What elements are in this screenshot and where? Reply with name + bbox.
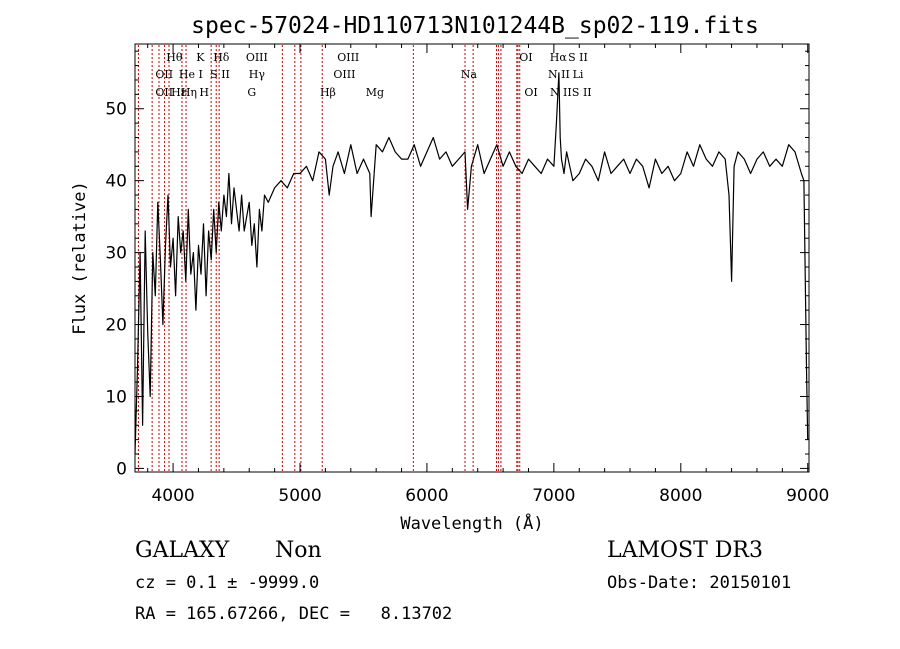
line-label-25: S II	[572, 86, 592, 99]
line-label-5: OI	[519, 51, 532, 64]
line-label-9: He I	[179, 68, 203, 81]
line-label-6: Hα	[550, 51, 568, 64]
x-tick-label-2: 6000	[405, 486, 448, 506]
line-label-10: S II	[210, 68, 230, 81]
x-tick-label-0: 4000	[151, 486, 194, 506]
line-label-0: Hθ	[166, 51, 183, 64]
line-label-18: Hη	[181, 86, 197, 99]
plot-frame	[134, 43, 810, 473]
line-label-1: K	[196, 51, 205, 64]
chart-title: spec-57024-HD110713N101244B_sp02-119.fit…	[191, 13, 759, 39]
line-label-13: Na	[461, 68, 478, 81]
line-label-4: OIII	[337, 51, 359, 64]
y-tick-label-5: 50	[105, 100, 127, 120]
line-label-19: H	[199, 86, 209, 99]
line-label-11: Hγ	[249, 68, 266, 81]
line-label-14: N II	[548, 68, 570, 81]
x-tick-label-3: 7000	[532, 486, 575, 506]
x-axis-label: Wavelength (Å)	[400, 512, 543, 534]
object-subclass: Non	[275, 538, 322, 563]
line-label-24: N II	[550, 86, 572, 99]
line-label-20: G	[247, 86, 256, 99]
y-axis-label: Flux (relative)	[70, 181, 90, 335]
y-tick-label-0: 0	[116, 459, 127, 479]
coordinates-text: RA = 165.67266, DEC = 8.13702	[135, 604, 453, 624]
line-label-21: Hβ	[320, 86, 336, 99]
x-tick-label-5: 9000	[786, 486, 829, 506]
line-label-8: OII	[155, 68, 173, 81]
line-label-17: Hε	[171, 86, 187, 99]
y-tick-label-3: 30	[105, 244, 127, 264]
obs-date: Obs-Date: 20150101	[607, 573, 792, 593]
x-tick-label-4: 8000	[659, 486, 702, 506]
x-tick-label-1: 5000	[278, 486, 321, 506]
line-label-12: OIII	[333, 68, 355, 81]
line-label-22: Mg	[366, 86, 384, 99]
line-label-2: Hδ	[213, 51, 230, 64]
survey-name: LAMOST DR3	[607, 538, 763, 563]
flux-series-line	[134, 72, 809, 455]
y-tick-label-1: 10	[105, 387, 127, 407]
line-label-7: S II	[568, 51, 588, 64]
y-tick-label-4: 40	[105, 172, 127, 192]
redshift-text: cz = 0.1 ± -9999.0	[135, 573, 320, 593]
object-class: GALAXY	[135, 538, 230, 563]
line-label-15: Li	[573, 68, 584, 81]
line-label-23: OI	[524, 86, 537, 99]
line-label-16: OII	[155, 86, 173, 99]
y-tick-label-2: 20	[105, 316, 127, 336]
line-label-3: OIII	[246, 51, 268, 64]
